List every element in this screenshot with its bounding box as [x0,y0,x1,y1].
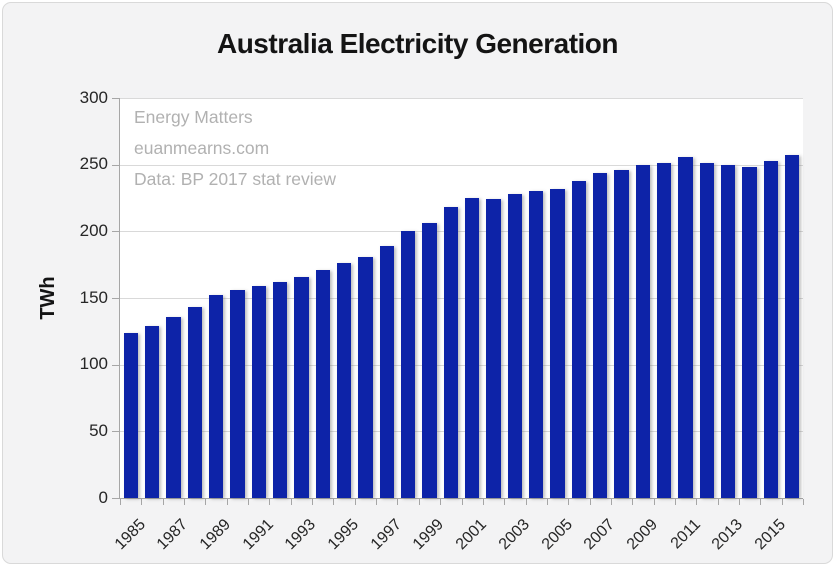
y-tick-0 [112,498,120,499]
bar-1987 [166,316,181,498]
x-tick-24 [632,499,634,505]
x-tick-26 [674,499,676,505]
bar-1993 [294,276,309,498]
bar-2012 [699,163,715,498]
x-tick-17 [482,499,484,505]
bar-1988 [187,307,202,498]
x-tick-22 [589,499,591,505]
x-tick-27 [696,499,698,505]
y-tick-label-100: 100 [79,354,108,374]
chart-title: Australia Electricity Generation [216,28,619,59]
x-tick-4 [205,499,207,505]
bar-1992 [272,282,288,498]
bar-2000 [443,207,458,498]
x-tick-2 [162,499,164,505]
bar-1999 [422,223,437,498]
y-tick-label-50: 50 [89,420,108,440]
bar-2002 [486,199,501,498]
y-tick-150 [112,298,120,299]
bar-2005 [550,188,565,498]
y-tick-300 [112,98,120,99]
x-tick-14 [418,499,420,505]
bar-2011 [678,156,693,498]
x-tick-16 [461,499,463,505]
bar-1990 [230,290,245,498]
gridline-250 [120,164,803,166]
x-axis-line [112,498,803,499]
x-tick-0 [120,499,121,505]
bar-2001 [465,198,480,498]
bar-1991 [251,286,266,498]
gridline-300 [120,98,803,99]
y-tick-250 [112,164,120,166]
x-tick-19 [525,499,527,505]
bar-2016 [785,155,800,498]
bar-2006 [571,180,587,498]
annotation-line-2: euanmearns.com [134,138,270,158]
bar-1997 [379,246,394,498]
x-tick-7 [269,499,271,505]
x-tick-12 [376,499,378,505]
y-tick-label-200: 200 [79,220,108,240]
bar-1996 [358,256,373,498]
annotation-line-1: Energy Matters [134,107,253,127]
x-tick-8 [290,499,292,505]
gridline-100 [120,364,803,366]
x-tick-23 [610,499,612,505]
y-tick-label-0: 0 [98,487,108,507]
y-tick-label-150: 150 [79,287,108,307]
gridline-50 [120,431,803,433]
x-tick-5 [226,499,228,505]
x-tick-25 [653,499,655,505]
x-tick-10 [333,499,335,505]
bar-1986 [144,326,160,498]
bar-2014 [742,167,757,498]
bar-2007 [593,172,608,498]
x-tick-31 [781,499,783,505]
bar-1994 [315,270,330,498]
x-tick-9 [312,499,314,505]
x-tick-1 [141,499,143,505]
bar-2013 [721,164,736,498]
bar-2015 [763,160,779,498]
x-tick-21 [568,499,570,505]
y-tick-100 [112,364,120,366]
bar-2004 [529,191,544,498]
bar-1985 [123,332,138,498]
x-tick-20 [546,499,548,505]
x-tick-15 [440,499,442,505]
x-tick-30 [760,499,762,505]
annotation-line-3: Data: BP 2017 stat review [134,169,337,189]
y-tick-50 [112,431,120,433]
x-tick-11 [354,499,356,505]
bar-1995 [336,263,352,498]
bar-2010 [657,163,672,498]
x-tick-6 [248,499,250,505]
bar-2009 [635,164,651,498]
x-tick-32 [803,499,804,505]
x-tick-3 [184,499,186,505]
x-tick-29 [738,499,740,505]
bar-1989 [208,295,224,498]
bar-2003 [507,194,522,498]
x-tick-13 [397,499,399,505]
x-tick-18 [504,499,506,505]
bar-2008 [614,170,629,498]
bar-1998 [400,231,416,498]
gridline-200 [120,231,803,233]
y-tick-label-250: 250 [79,154,108,174]
watermark-annotation: Energy Matters euanmearns.com Data: BP 2… [134,102,336,195]
y-tick-label-300: 300 [79,87,108,107]
x-tick-28 [717,499,719,505]
gridline-150 [120,298,803,299]
y-tick-200 [112,231,120,233]
